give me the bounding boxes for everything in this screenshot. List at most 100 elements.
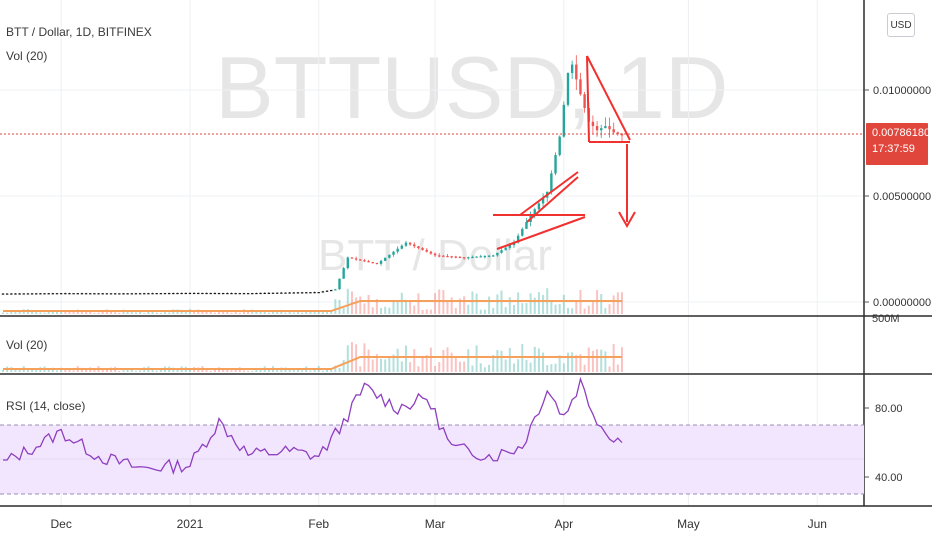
candle-body	[1, 293, 5, 295]
candle-body	[246, 293, 250, 295]
volume-bar	[388, 357, 391, 372]
volume-bar	[159, 312, 162, 314]
candle-body	[583, 94, 586, 109]
volume-bar	[404, 299, 407, 314]
candle-body	[400, 245, 404, 249]
volume-bar	[504, 307, 507, 314]
candle-body	[230, 293, 233, 295]
volume-bar	[330, 310, 333, 314]
volume-bar	[483, 367, 486, 372]
candle-body	[492, 255, 495, 257]
watermark-main: BTTUSD, 1D	[215, 38, 728, 137]
volume-bar	[355, 297, 358, 314]
candle-body	[84, 293, 88, 295]
candle-body	[375, 262, 379, 265]
candle-body	[508, 245, 512, 248]
volume-bar	[413, 349, 416, 372]
volume-bar	[608, 366, 611, 372]
candle-body	[288, 292, 291, 294]
volume-bar	[242, 370, 245, 372]
volume-bar	[139, 370, 142, 372]
volume-bar	[35, 311, 38, 314]
candle-body	[562, 104, 566, 137]
volume-bar	[525, 303, 528, 314]
volume-bar	[101, 368, 104, 372]
candle-body	[425, 249, 428, 252]
candle-body	[363, 260, 366, 262]
candle-body	[309, 292, 312, 294]
volume-bar	[313, 312, 316, 314]
candle-body	[521, 228, 524, 236]
candle-body	[442, 255, 445, 257]
candle-body	[26, 293, 30, 295]
volume-bar	[14, 369, 17, 372]
candle-body	[408, 242, 412, 245]
volume-bar	[442, 290, 445, 314]
currency-button[interactable]: USD	[887, 13, 915, 37]
volume-bar	[18, 310, 21, 314]
volume-bar	[363, 303, 366, 314]
volume-bar	[409, 300, 412, 314]
candle-body	[143, 293, 146, 295]
volume-bar	[288, 369, 291, 372]
volume-bar	[164, 310, 167, 314]
volume-bar	[591, 350, 594, 372]
volume-bar	[579, 354, 582, 372]
volume-bar	[392, 354, 395, 372]
volume-bar	[213, 312, 216, 314]
volume-bar	[421, 356, 424, 372]
volume-bar	[251, 370, 254, 372]
volume-bar	[226, 311, 229, 314]
volume-bar	[64, 368, 67, 372]
x-tick-label: 2021	[177, 517, 204, 531]
candle-body	[118, 293, 121, 295]
volume-bar	[604, 351, 607, 372]
volume-bar	[442, 350, 445, 372]
volume-bar	[168, 312, 171, 314]
candle-body	[313, 292, 316, 294]
volume-bar	[301, 312, 304, 314]
candle-body	[537, 203, 541, 210]
candle-body	[421, 248, 424, 250]
volume-bar	[60, 310, 63, 314]
candle-body	[604, 126, 607, 129]
volume-bar	[35, 369, 38, 372]
volume-bar	[338, 299, 341, 314]
candle-body	[192, 292, 196, 295]
candle-body	[259, 292, 262, 295]
volume-bar	[583, 308, 586, 314]
volume-bar	[533, 346, 536, 372]
candle-body	[450, 256, 453, 258]
rsi-tick-label: 80.00	[875, 403, 903, 415]
candle-body	[479, 256, 482, 258]
x-tick-label: May	[677, 517, 700, 531]
volume-axis-label: 500M	[872, 313, 900, 325]
candle-body	[487, 255, 491, 257]
candle-body	[188, 292, 192, 295]
volume-bar	[139, 311, 142, 314]
volume-bar	[429, 309, 432, 314]
candle-body	[512, 242, 516, 246]
volume-bar	[454, 356, 457, 372]
volume-bar	[450, 297, 453, 314]
pattern-drawings	[493, 55, 636, 250]
volume-bar	[434, 365, 437, 372]
volume-bar	[47, 311, 50, 314]
volume-bar	[517, 292, 520, 314]
volume-bar	[571, 352, 574, 372]
volume-bar	[612, 295, 615, 314]
rsi-line	[2, 376, 623, 475]
volume-bar	[238, 312, 241, 314]
vol-indicator-title: Vol (20)	[6, 49, 48, 63]
volume-bar	[64, 311, 67, 314]
candle-body	[209, 292, 212, 295]
x-tick-label: Apr	[554, 517, 573, 531]
volume-bar	[209, 370, 212, 372]
symbol-title: BTT / Dollar, 1D, BITFINEX	[6, 25, 152, 39]
candle-body	[367, 261, 370, 263]
candle-body	[388, 254, 391, 258]
volume-bar	[616, 292, 619, 314]
candle-body	[55, 293, 59, 295]
candle-body	[446, 255, 449, 258]
